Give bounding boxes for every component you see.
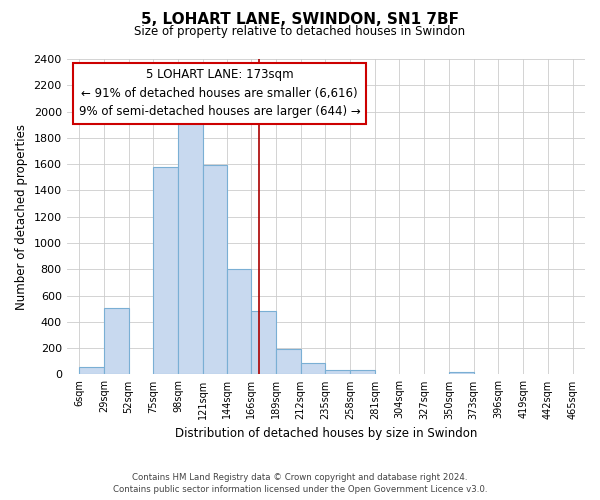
Bar <box>449 372 473 374</box>
Bar <box>104 308 128 374</box>
Bar <box>251 312 276 374</box>
Bar <box>153 167 178 374</box>
Bar <box>178 118 203 374</box>
Bar <box>79 367 104 374</box>
Bar <box>203 165 227 374</box>
Text: 5 LOHART LANE: 173sqm
← 91% of detached houses are smaller (6,616)
9% of semi-de: 5 LOHART LANE: 173sqm ← 91% of detached … <box>79 68 361 118</box>
Y-axis label: Number of detached properties: Number of detached properties <box>15 124 28 310</box>
Text: Contains HM Land Registry data © Crown copyright and database right 2024.
Contai: Contains HM Land Registry data © Crown c… <box>113 472 487 494</box>
Text: Size of property relative to detached houses in Swindon: Size of property relative to detached ho… <box>134 25 466 38</box>
Bar <box>227 270 251 374</box>
Bar <box>301 362 325 374</box>
Bar <box>276 350 301 374</box>
X-axis label: Distribution of detached houses by size in Swindon: Distribution of detached houses by size … <box>175 427 477 440</box>
Bar <box>325 370 350 374</box>
Text: 5, LOHART LANE, SWINDON, SN1 7BF: 5, LOHART LANE, SWINDON, SN1 7BF <box>141 12 459 28</box>
Bar <box>350 370 375 374</box>
